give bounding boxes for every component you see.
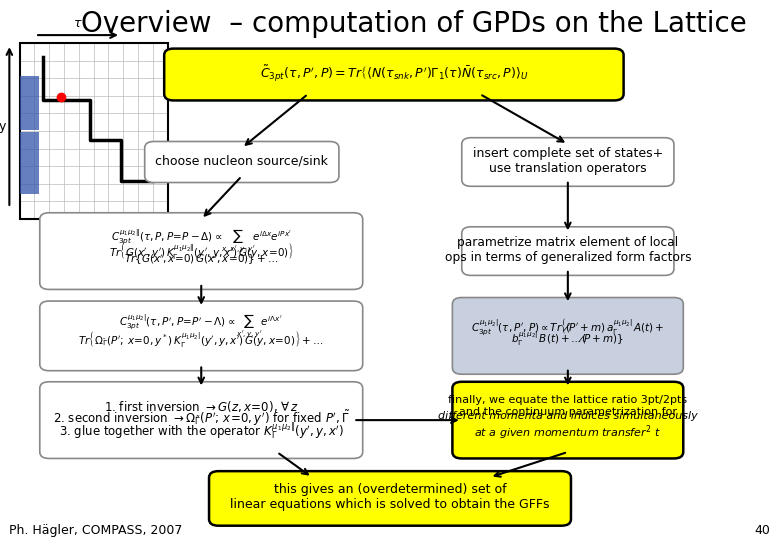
Text: $C^{\mu_1\mu_2|}_{3pt}(\tau,P^\prime,P\!=\!P^\prime-\Lambda)\propto\sum_{x^\prim: $C^{\mu_1\mu_2|}_{3pt}(\tau,P^\prime,P\!… <box>119 313 283 340</box>
FancyBboxPatch shape <box>165 49 624 100</box>
FancyBboxPatch shape <box>145 141 339 183</box>
Text: 2. second inversion $\rightarrow\Omega_{\tilde{\Gamma}}(P^\prime;\,x\!=\!0,y^\pr: 2. second inversion $\rightarrow\Omega_{… <box>53 409 349 428</box>
Text: $C^{\mu_1\mu_2\|}_{3pt}(\tau,P,P\!=\!P-\Delta)\propto\!\sum_{x,x^\prime,y,y^\pri: $C^{\mu_1\mu_2\|}_{3pt}(\tau,P,P\!=\!P-\… <box>111 228 292 255</box>
Text: different momenta and indices simultaneously
at a given momentum transfer$^2$ t: different momenta and indices simultaneo… <box>438 411 698 442</box>
Text: Ph. Hägler, COMPASS, 2007: Ph. Hägler, COMPASS, 2007 <box>9 524 183 537</box>
Text: finally, we equate the lattice ratio 3pt/2pts
and the continuum parametrization : finally, we equate the lattice ratio 3pt… <box>448 395 687 417</box>
Text: insert complete set of states+
use translation operators: insert complete set of states+ use trans… <box>473 147 663 175</box>
Text: $C^{\mu_1\mu_2|}_{3pt}(\tau,P^\prime,P)\propto Tr\left\{(\not\!P^\prime+m)\,a^{\: $C^{\mu_1\mu_2|}_{3pt}(\tau,P^\prime,P)\… <box>471 316 665 337</box>
Text: $Tr\left\{ G(x^\prime,x\!=\!0)\,G(x^\prime,x\!=\!0)\right\}+\ldots$: $Tr\left\{ G(x^\prime,x\!=\!0)\,G(x^\pri… <box>124 253 278 267</box>
FancyBboxPatch shape <box>452 382 683 458</box>
FancyBboxPatch shape <box>40 213 363 289</box>
Text: y: y <box>0 120 6 133</box>
Text: $\tau$: $\tau$ <box>73 17 83 30</box>
FancyBboxPatch shape <box>462 138 674 186</box>
Text: parametrize matrix element of local
ops in terms of generalized form factors: parametrize matrix element of local ops … <box>445 236 691 264</box>
FancyBboxPatch shape <box>20 76 39 130</box>
Text: 3. glue together with the operator $K^{\mu_1\mu_2\|}_\Gamma(y^\prime,y,x^\prime): 3. glue together with the operator $K^{\… <box>58 421 344 441</box>
FancyBboxPatch shape <box>209 471 571 526</box>
FancyBboxPatch shape <box>20 132 39 194</box>
FancyBboxPatch shape <box>40 382 363 458</box>
FancyBboxPatch shape <box>462 227 674 275</box>
Text: this gives an (overdetermined) set of
linear equations which is solved to obtain: this gives an (overdetermined) set of li… <box>230 483 550 511</box>
Text: $\tilde{C}_{3pt}(\tau,P^\prime,P)=Tr\left\{\langle N(\tau_{snk},P^\prime)\Gamma_: $\tilde{C}_{3pt}(\tau,P^\prime,P)=Tr\lef… <box>260 63 528 84</box>
Text: Overview  – computation of GPDs on the Lattice: Overview – computation of GPDs on the La… <box>80 10 746 38</box>
Text: $Tr\left\{ G(x^\prime,y^\prime)\,K^{\mu_1\mu_2\|}_{\Gamma}(y^\prime,y,x^\prime)\: $Tr\left\{ G(x^\prime,y^\prime)\,K^{\mu_… <box>108 241 294 261</box>
FancyBboxPatch shape <box>40 301 363 370</box>
Text: 40: 40 <box>755 524 771 537</box>
Text: $b^{\mu_1\mu_2|}_\Gamma\,B(t)+\ldots\left.(\not\!P+m)\right\}$: $b^{\mu_1\mu_2|}_\Gamma\,B(t)+\ldots\lef… <box>511 329 625 348</box>
Text: $Tr\left\{\Omega_{\bar{\Gamma}}(P^\prime;\,x\!=\!0,y^*)\,K^{\mu_1\mu_2|}_\Gamma(: $Tr\left\{\Omega_{\bar{\Gamma}}(P^\prime… <box>79 328 324 349</box>
FancyBboxPatch shape <box>452 298 683 374</box>
Text: choose nucleon source/sink: choose nucleon source/sink <box>155 155 328 168</box>
Text: 1. first inversion $\rightarrow G(z,x\!=\!0),\,\forall\,z$: 1. first inversion $\rightarrow G(z,x\!=… <box>104 399 299 414</box>
